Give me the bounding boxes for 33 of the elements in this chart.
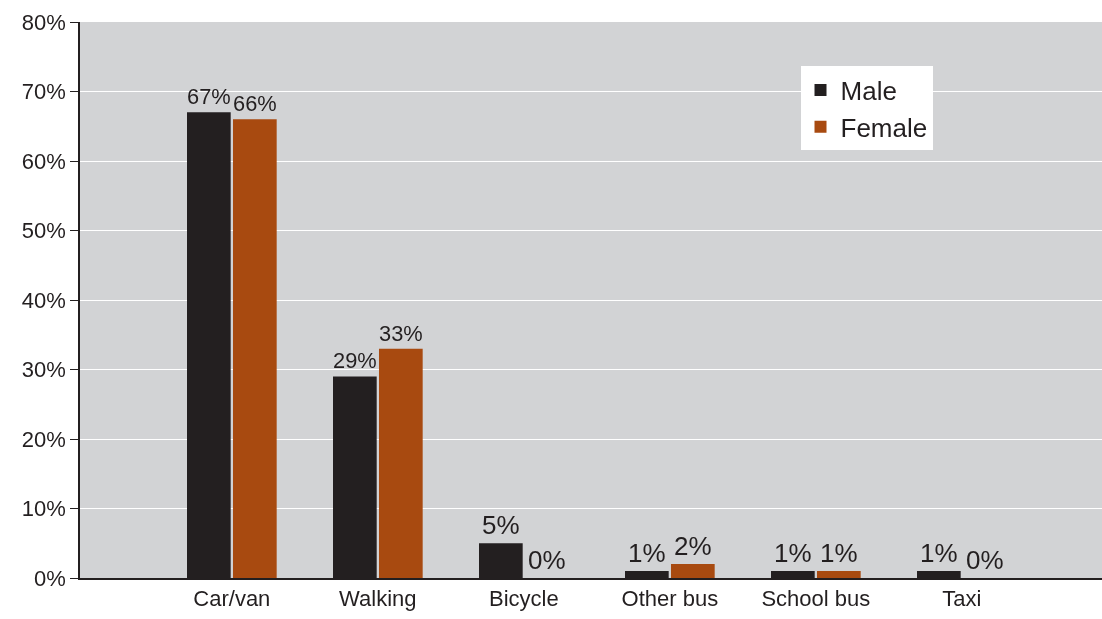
x-tick-label: Taxi [942,586,982,612]
y-tick-label: 0% [34,565,66,591]
bar [816,571,861,578]
data-label: 0% [528,545,566,575]
legend-label: Female [840,112,928,143]
y-tick-label: 60% [21,148,66,174]
data-label: 0% [966,545,1004,575]
y-tick-label: 50% [21,218,66,244]
data-label: 66% [233,91,277,117]
legend-label: Male [840,76,897,107]
y-tick-label: 10% [21,496,66,522]
y-tick-label: 20% [21,426,66,452]
data-label: 2% [674,531,712,562]
x-tick-label: Other bus [621,586,719,612]
data-label: 1% [628,538,666,569]
x-tick-label: Car/van [193,586,271,612]
data-label: 1% [820,538,858,569]
data-label: 1% [920,538,958,569]
data-label: 67% [187,84,231,110]
x-tick-label: Walking [339,586,417,612]
y-tick-label: 80% [21,9,66,35]
bar [670,564,715,578]
y-tick-label: 30% [21,357,66,383]
data-label: 5% [482,510,520,541]
data-label: 33% [379,320,423,346]
x-tick-label: School bus [761,586,871,612]
x-tick-label: Bicycle [489,586,559,612]
data-label: 29% [333,348,377,374]
bar [378,348,423,578]
bar [232,119,277,578]
y-tick-label: 40% [21,287,66,313]
data-label: 1% [774,538,812,569]
y-tick-label: 70% [21,79,66,105]
